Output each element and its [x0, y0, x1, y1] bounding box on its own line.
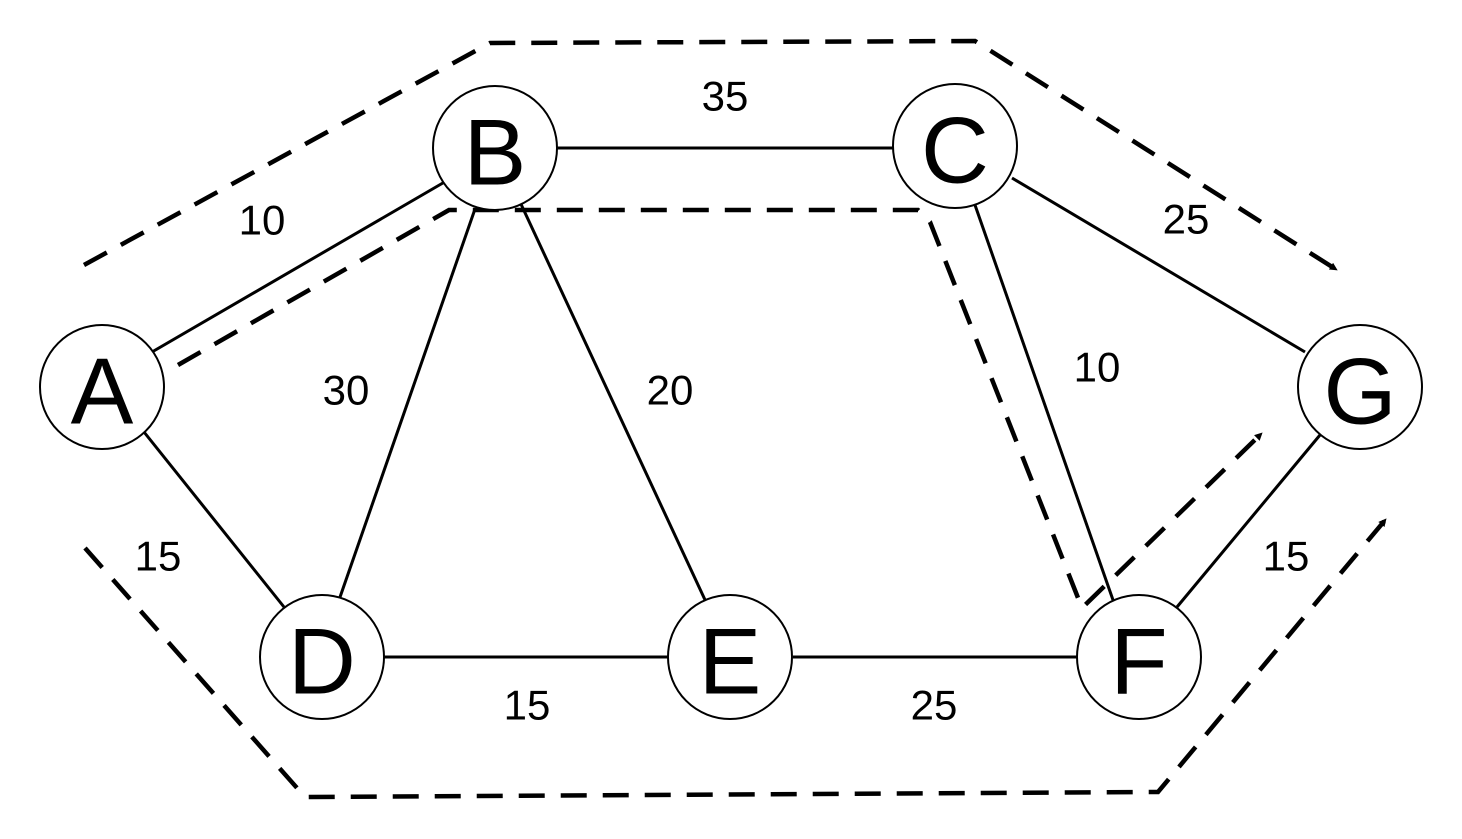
node-e: E [667, 594, 793, 720]
node-e-circle [667, 594, 793, 720]
weight-b-d: 30 [323, 367, 370, 414]
node-d-circle [259, 594, 385, 720]
node-c-label: C [921, 98, 989, 203]
node-f-label: F [1110, 609, 1167, 714]
node-g-circle [1297, 324, 1423, 450]
edges-layer [142, 146, 1322, 659]
node-d-label: D [288, 609, 356, 714]
node-f: F [1076, 594, 1202, 720]
edge-b-d [337, 208, 477, 601]
edge-c-f [973, 204, 1115, 601]
node-b: B [432, 85, 558, 211]
node-g-label: G [1323, 339, 1396, 444]
weight-b-e: 20 [647, 367, 694, 414]
edge-a-d [142, 431, 286, 608]
edge-c-g [1011, 176, 1306, 354]
node-g: G [1297, 324, 1423, 450]
outer-top-route [82, 38, 1339, 272]
weight-a-d: 15 [135, 533, 182, 580]
node-a-label: A [71, 339, 134, 444]
routes-layer [82, 38, 1388, 800]
inner-route [176, 207, 1264, 612]
weight-c-f: 10 [1074, 344, 1121, 391]
node-a: A [39, 324, 165, 450]
weight-a-b: 10 [239, 197, 286, 244]
edge-f-g [1175, 434, 1322, 608]
weight-c-g: 25 [1163, 196, 1210, 243]
node-e-label: E [699, 609, 762, 714]
node-b-circle [432, 85, 558, 211]
node-d: D [259, 594, 385, 720]
edge-a-b [151, 178, 449, 354]
node-a-circle [39, 324, 165, 450]
weight-f-g: 15 [1263, 533, 1310, 580]
node-c: C [892, 83, 1018, 209]
edge-b-e [518, 201, 708, 603]
weights-layer: 10 15 35 30 20 10 25 15 25 15 [135, 73, 1310, 729]
weight-b-c: 35 [702, 73, 749, 120]
outer-bottom-route [83, 517, 1388, 800]
weight-e-f: 25 [911, 682, 958, 729]
node-c-circle [892, 83, 1018, 209]
node-b-label: B [464, 100, 527, 205]
weight-d-e: 15 [504, 682, 551, 729]
nodes-layer: A B C D E F G [39, 83, 1423, 720]
node-f-circle [1076, 594, 1202, 720]
